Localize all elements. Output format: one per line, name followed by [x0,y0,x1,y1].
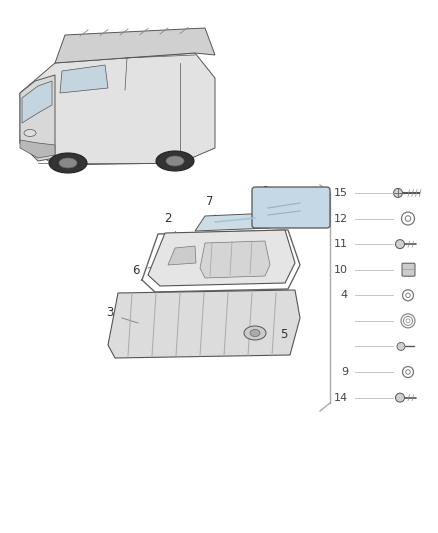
Polygon shape [168,246,196,265]
Text: 9: 9 [341,367,348,377]
Polygon shape [20,53,215,165]
Polygon shape [20,75,55,161]
Text: 10: 10 [334,265,348,274]
Polygon shape [55,28,215,63]
Text: 3: 3 [106,306,114,319]
Ellipse shape [59,158,77,168]
Ellipse shape [244,326,266,340]
Polygon shape [20,140,55,158]
FancyBboxPatch shape [402,263,415,276]
Text: 12: 12 [334,214,348,223]
Text: 4: 4 [341,290,348,300]
Ellipse shape [156,151,194,171]
Text: 5: 5 [280,328,287,342]
Text: 14: 14 [334,393,348,402]
FancyBboxPatch shape [252,187,330,228]
Polygon shape [22,81,52,123]
Polygon shape [60,65,108,93]
Ellipse shape [166,156,184,166]
Text: 6: 6 [132,263,140,277]
Text: 8: 8 [261,185,268,198]
Text: 7: 7 [206,195,214,208]
Polygon shape [148,230,295,286]
Ellipse shape [24,130,36,136]
Ellipse shape [250,329,260,336]
Ellipse shape [396,240,405,248]
Text: 2: 2 [164,212,172,225]
Ellipse shape [393,189,403,197]
Polygon shape [200,241,270,278]
Polygon shape [195,213,272,231]
Polygon shape [108,290,300,358]
Ellipse shape [397,342,405,351]
Ellipse shape [49,153,87,173]
Text: 11: 11 [334,239,348,249]
Ellipse shape [396,393,405,402]
Text: 15: 15 [334,188,348,198]
